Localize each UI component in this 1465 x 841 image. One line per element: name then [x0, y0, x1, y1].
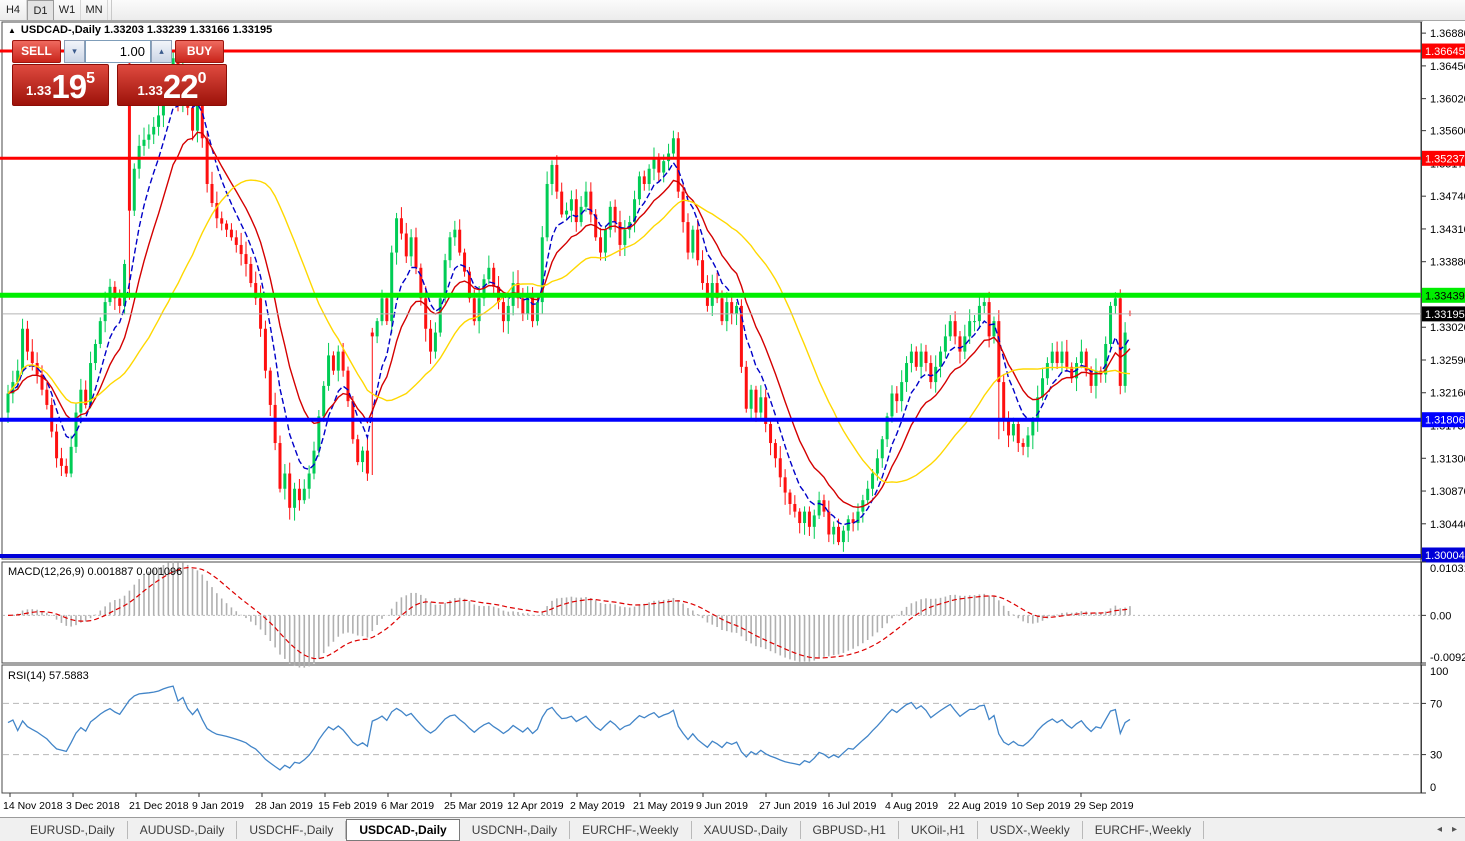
tab-usdchf-daily[interactable]: USDCHF-,Daily: [237, 820, 347, 839]
tab-scroll-nav: ◂ ▸: [1437, 824, 1457, 835]
macd-signal-line: [7, 566, 1131, 660]
svg-text:16 Jul 2019: 16 Jul 2019: [822, 800, 876, 812]
tab-eurusd-daily[interactable]: EURUSD-,Daily: [18, 820, 128, 839]
tab-scroll-right-icon[interactable]: ▸: [1451, 824, 1457, 835]
svg-text:1.33195: 1.33195: [1425, 309, 1465, 321]
svg-text:1.31300: 1.31300: [1430, 453, 1465, 465]
svg-text:1.33439: 1.33439: [1425, 290, 1465, 302]
volume-input[interactable]: [85, 40, 151, 63]
sell-price-display[interactable]: 1.33 19 5: [12, 64, 109, 106]
tab-gbpusd-h1[interactable]: GBPUSD-,H1: [801, 820, 899, 839]
date-axis[interactable]: 14 Nov 2018 3 Dec 2018 21 Dec 2018 9 Jan 20…: [3, 793, 1134, 812]
sell-price-pip: 5: [86, 70, 95, 87]
svg-text:1.35237: 1.35237: [1425, 153, 1465, 165]
svg-text:1.30440: 1.30440: [1430, 519, 1465, 531]
tab-eurchf-weekly[interactable]: EURCHF-,Weekly: [1083, 820, 1205, 839]
tab-usdcnh-daily[interactable]: USDCNH-,Daily: [460, 820, 571, 839]
price-axis-badges: 1.36645 1.35237 1.33439 1.31806 1.30004 1.331…: [1422, 43, 1465, 563]
svg-text:22 Aug 2019: 22 Aug 2019: [948, 800, 1007, 812]
svg-text:21 Dec 2018: 21 Dec 2018: [129, 800, 189, 812]
chart-tabs: EURUSD-,Daily AUDUSD-,Daily USDCHF-,Daily U…: [18, 818, 1205, 841]
svg-text:70: 70: [1430, 698, 1442, 710]
svg-text:9 Jan 2019: 9 Jan 2019: [192, 800, 244, 812]
volume-decrease-button[interactable]: ▾: [64, 40, 85, 63]
tab-xauusd-daily[interactable]: XAUUSD-,Daily: [692, 820, 801, 839]
timeframe-button-w1[interactable]: W1: [54, 0, 81, 20]
buy-price-display[interactable]: 1.33 22 0: [117, 64, 227, 106]
tab-scroll-left-icon[interactable]: ◂: [1436, 824, 1442, 835]
svg-text:0: 0: [1430, 782, 1436, 794]
svg-text:1.36880: 1.36880: [1430, 28, 1465, 40]
svg-text:1.31806: 1.31806: [1425, 415, 1465, 427]
tab-ukoil-h1[interactable]: UKOil-,H1: [899, 820, 978, 839]
macd-axis: 0.010311 0.00 -0.009203: [1421, 561, 1465, 664]
svg-text:1.33880: 1.33880: [1430, 257, 1465, 269]
chart-tab-bar: EURUSD-,Daily AUDUSD-,Daily USDCHF-,Daily U…: [0, 817, 1465, 841]
svg-text:1.32590: 1.32590: [1430, 355, 1465, 367]
rsi-label: RSI(14) 57.5883: [8, 670, 89, 682]
svg-text:1.30870: 1.30870: [1430, 486, 1465, 498]
macd-label: MACD(12,26,9) 0.001887 0.001096: [8, 566, 183, 578]
svg-text:1.36450: 1.36450: [1430, 61, 1465, 73]
svg-text:4 Aug 2019: 4 Aug 2019: [885, 800, 938, 812]
timeframe-button-mn[interactable]: MN: [81, 0, 108, 20]
svg-text:1.33020: 1.33020: [1430, 322, 1465, 334]
sell-button[interactable]: SELL: [12, 40, 61, 63]
svg-text:6 Mar 2019: 6 Mar 2019: [381, 800, 434, 812]
svg-text:30: 30: [1430, 750, 1442, 762]
rsi-axis: 100 70 30 0: [1421, 664, 1448, 794]
chart-pane[interactable]: [1, 561, 1423, 664]
buy-price-pip: 0: [197, 70, 207, 87]
rsi-line: [7, 685, 1131, 771]
svg-text:25 Mar 2019: 25 Mar 2019: [444, 800, 503, 812]
svg-text:1.35600: 1.35600: [1430, 126, 1465, 138]
collapse-panel-icon[interactable]: ▲: [8, 25, 16, 35]
tab-usdcad-daily[interactable]: USDCAD-,Daily: [346, 818, 460, 841]
svg-text:15 Feb 2019: 15 Feb 2019: [318, 800, 377, 812]
svg-text:1.34740: 1.34740: [1430, 191, 1465, 203]
svg-text:1.36020: 1.36020: [1430, 94, 1465, 106]
svg-text:10 Sep 2019: 10 Sep 2019: [1011, 800, 1071, 812]
chart-title-text: USDCAD-,Daily 1.33203 1.33239 1.33166 1.…: [20, 24, 273, 36]
svg-text:28 Jan 2019: 28 Jan 2019: [255, 800, 313, 812]
timeframe-button-h4[interactable]: H4: [0, 0, 27, 20]
svg-text:2 May 2019: 2 May 2019: [570, 800, 625, 812]
tab-audusd-daily[interactable]: AUDUSD-,Daily: [128, 820, 238, 839]
one-click-trade-panel: SELL ▾ ▴ BUY 1.33 19 5 1.33 22 0: [12, 40, 228, 106]
sell-price-prefix: 1.33: [26, 83, 52, 98]
svg-text:1.36645: 1.36645: [1425, 46, 1465, 58]
svg-text:0.010311: 0.010311: [1430, 563, 1465, 575]
toolbar-separator: [108, 0, 112, 20]
svg-text:0.00: 0.00: [1430, 610, 1451, 622]
buy-button[interactable]: BUY: [175, 40, 224, 63]
svg-text:100: 100: [1430, 666, 1448, 678]
svg-text:9 Jun 2019: 9 Jun 2019: [696, 800, 748, 812]
buy-price-prefix: 1.33: [137, 83, 163, 98]
svg-text:1.30004: 1.30004: [1425, 550, 1465, 562]
macd-histogram: [12, 560, 1131, 668]
axis-column: [1422, 22, 1465, 793]
timeframe-toolbar: H4 D1 W1 MN: [0, 0, 1465, 21]
tab-usdx-weekly[interactable]: USDX-,Weekly: [978, 820, 1083, 839]
svg-text:1.32160: 1.32160: [1430, 388, 1465, 400]
volume-increase-button[interactable]: ▴: [151, 40, 172, 63]
svg-text:14 Nov 2018: 14 Nov 2018: [3, 800, 63, 812]
chart-pane[interactable]: [1, 664, 1423, 794]
svg-text:27 Jun 2019: 27 Jun 2019: [759, 800, 817, 812]
svg-text:29 Sep 2019: 29 Sep 2019: [1074, 800, 1134, 812]
svg-text:12 Apr 2019: 12 Apr 2019: [507, 800, 564, 812]
buy-price-big: 22: [162, 67, 199, 105]
svg-text:-0.009203: -0.009203: [1430, 652, 1465, 664]
chart-title: ▲ USDCAD-,Daily 1.33203 1.33239 1.33166 …: [8, 24, 272, 36]
sell-price-big: 19: [51, 67, 87, 105]
svg-text:1.34310: 1.34310: [1430, 224, 1465, 236]
level-lines-layer[interactable]: [0, 49, 1421, 558]
tab-eurchf-weekly[interactable]: EURCHF-,Weekly: [570, 820, 692, 839]
svg-text:3 Dec 2018: 3 Dec 2018: [66, 800, 120, 812]
svg-text:21 May 2019: 21 May 2019: [633, 800, 694, 812]
timeframe-button-d1[interactable]: D1: [27, 0, 54, 20]
